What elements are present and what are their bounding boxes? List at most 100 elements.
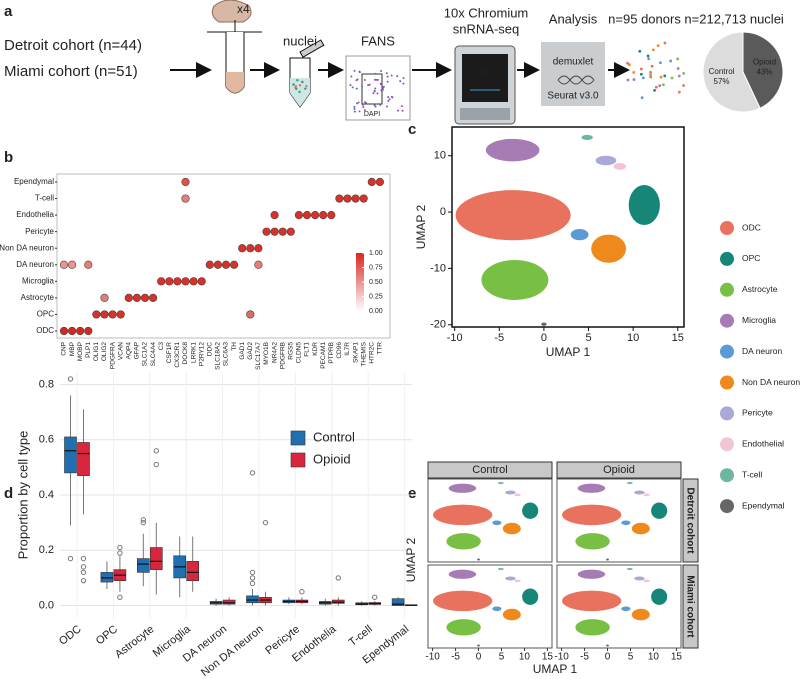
fans-dot [374,87,377,90]
fans-dot [362,106,365,109]
cluster [651,588,668,605]
dot [165,277,174,286]
panel-label: e [408,485,416,502]
fans-dot [402,82,405,85]
x-tick-label: 10 [627,332,639,344]
deco-dot [632,70,636,74]
fans-dot [374,105,377,108]
fans-dot [350,75,353,78]
cluster [575,533,610,550]
dot [213,260,222,269]
deco-dot [646,54,650,58]
cluster [522,502,539,519]
y-axis-label: UMAP 2 [414,204,428,249]
dot [108,310,117,319]
deco-dot [676,67,680,70]
fans-dot [385,72,388,75]
y-tick-label: Astrocyte [21,293,55,302]
nucleus-dot [296,79,299,82]
legend-label: DA neuron [742,346,782,356]
x-tick-label: 15 [542,652,554,663]
fans-dot [379,103,382,106]
x-tick-label: CLDN5 [296,342,303,364]
cluster [562,504,622,526]
y-tick-label: -20 [430,319,446,331]
cluster [446,619,481,636]
dot [367,177,376,187]
x-tick-label: HTR2C [369,342,376,364]
outlier [67,376,74,382]
y-tick-label: Microglia [22,276,55,285]
deco-dot [663,41,667,45]
dot [262,227,271,236]
legend-swatch [720,282,734,297]
y-tick-label: Non DA neuron [0,243,54,252]
cohort-label: Miami cohort (n=51) [4,63,138,80]
cluster [591,234,626,263]
cluster [606,558,609,561]
fans-dot [400,105,403,108]
fans-dot [380,89,383,92]
x-tick-label: LRRK1 [190,342,197,363]
dot [132,293,141,302]
legend-label: Opioid [313,451,351,466]
x-tick-label: MOBP [77,342,84,361]
colorbar-label: 0.25 [369,293,383,300]
panel-label: d [4,485,13,502]
cluster [522,588,539,605]
legend-swatch [720,313,734,328]
dot [59,326,69,336]
legend-label: Astrocyte [742,284,778,294]
cluster [634,490,645,495]
x-tick-label: PECAM1 [320,342,327,369]
cluster [621,520,631,526]
y-tick-label: T-cell [35,194,54,203]
colorbar-label: 0.00 [369,308,383,315]
outlier [262,519,269,526]
legend-label: Microglia [742,315,776,325]
fans-dot [358,110,361,113]
fans-dot [355,87,358,90]
x-tick-label: CX3CR1 [174,342,181,368]
dot [84,326,93,336]
dot [100,310,109,319]
y-axis-label: Proportion by cell type [15,431,30,560]
fans-dot [356,78,359,81]
x-tick-label: GAD2 [247,342,254,360]
cluster [433,590,493,612]
dot [254,244,263,253]
y-tick-label: DA neuron [16,260,54,269]
dot [319,211,328,220]
pie-label: Opioid [753,57,776,66]
y-tick-label: OPC [37,310,55,319]
x-tick-label: PDGFRA [109,341,116,369]
box [391,598,405,606]
cluster [477,558,480,561]
facet-label: Opioid [603,464,635,476]
x-tick-label: Non DA neuron [199,623,266,679]
x-tick-label: MYO1B [263,342,270,365]
dot [270,211,279,220]
fans-dot [376,78,379,81]
deco-dot [639,72,643,76]
x-tick-label: C3 [158,342,165,351]
y-tick-label: 0.2 [39,544,54,556]
dot [149,293,158,302]
x-tick-label: 10 [519,652,531,663]
cluster [448,483,477,493]
cluster [514,579,521,583]
x-tick-label: FLT1 [304,342,311,357]
deco-dot [669,59,673,63]
x-tick-label: SLC18A2 [215,342,222,370]
gate-label: DAPI [364,111,380,118]
deco-dot [659,75,663,79]
cluster [606,644,609,647]
x-tick-label: -10 [425,652,440,663]
fans-dot [385,105,388,108]
x-tick-label: 0 [476,652,482,663]
x-tick-label: -5 [580,652,589,663]
deco-dot [649,75,653,79]
box [150,547,163,570]
x-tick-label: PDGFRB [279,342,286,369]
deco-dot [658,84,662,87]
